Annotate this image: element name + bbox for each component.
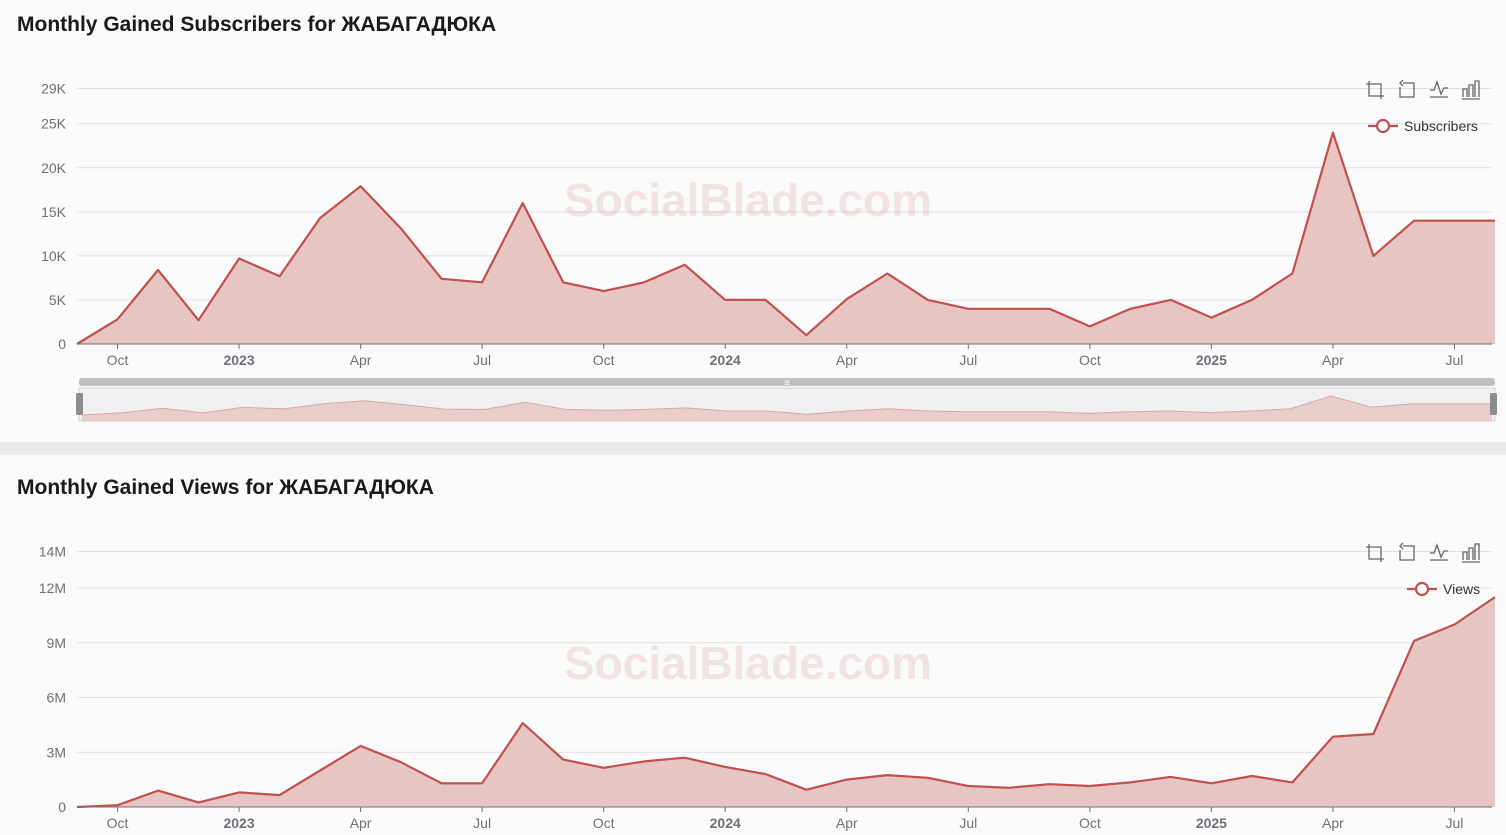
series-line bbox=[76, 131, 1495, 345]
bar-chart-icon[interactable] bbox=[1462, 543, 1480, 563]
slider-preview-line bbox=[81, 395, 1492, 416]
zoom-icon[interactable] bbox=[1366, 81, 1384, 99]
slider-right-handle[interactable] bbox=[1490, 393, 1497, 415]
zoom-reset-icon[interactable] bbox=[1399, 542, 1415, 561]
zoom-icon[interactable] bbox=[1366, 544, 1384, 562]
x-tick-label: Jul bbox=[1446, 815, 1464, 831]
line-chart-icon[interactable] bbox=[1430, 80, 1448, 98]
x-tick-label: Jul bbox=[473, 815, 491, 831]
x-tick-label: 2023 bbox=[223, 815, 254, 831]
y-tick-label: 29K bbox=[41, 81, 67, 97]
chart-toolbox bbox=[1366, 542, 1480, 563]
x-tick-label: Apr bbox=[836, 352, 858, 368]
views-chart-title: Monthly Gained Views for ЖАБАГАДЮКА bbox=[17, 476, 434, 499]
slider-preview-area bbox=[82, 396, 1492, 421]
y-tick-label: 14M bbox=[39, 544, 66, 560]
x-tick-label: Oct bbox=[107, 352, 129, 368]
x-tick-label: Oct bbox=[1079, 352, 1101, 368]
x-tick-label: Apr bbox=[836, 815, 858, 831]
legend-label: Subscribers bbox=[1404, 118, 1478, 134]
legend-item[interactable]: Subscribers bbox=[1368, 118, 1478, 134]
y-tick-label: 20K bbox=[41, 160, 67, 176]
x-tick-label: 2023 bbox=[223, 352, 254, 368]
y-tick-label: 15K bbox=[41, 204, 67, 220]
watermark-text: SocialBlade.com bbox=[564, 637, 932, 689]
y-tick-label: 6M bbox=[47, 690, 66, 706]
y-tick-label: 0 bbox=[58, 799, 66, 815]
x-tick-label: Oct bbox=[107, 815, 129, 831]
series-line bbox=[76, 596, 1496, 809]
x-tick-label: 2024 bbox=[710, 352, 741, 368]
y-tick-label: 0 bbox=[58, 336, 66, 352]
x-tick-label: Apr bbox=[1322, 352, 1344, 368]
series-area bbox=[77, 597, 1495, 807]
y-tick-label: 12M bbox=[39, 580, 66, 596]
x-tick-label: Jul bbox=[473, 352, 491, 368]
chart-toolbox bbox=[1366, 79, 1480, 100]
legend-label: Views bbox=[1443, 581, 1480, 597]
y-tick-label: 5K bbox=[49, 292, 67, 308]
x-tick-label: 2025 bbox=[1196, 352, 1227, 368]
subscribers-chart: 0 5K 10K 15K 20K 25K 29K SocialBlade.com Oct 2023… bbox=[41, 79, 1497, 422]
x-tick-label: Apr bbox=[1322, 815, 1344, 831]
x-tick-label: Oct bbox=[1079, 815, 1101, 831]
series-area bbox=[77, 132, 1495, 344]
x-tick-label: Oct bbox=[593, 815, 615, 831]
y-tick-label: 25K bbox=[41, 116, 67, 132]
zoom-reset-icon[interactable] bbox=[1399, 79, 1415, 98]
slider-move-bar[interactable] bbox=[79, 378, 1495, 386]
legend-item[interactable]: Views bbox=[1407, 581, 1480, 597]
line-chart-icon[interactable] bbox=[1430, 543, 1448, 561]
x-tick-label: Oct bbox=[593, 352, 615, 368]
x-tick-label: 2025 bbox=[1196, 815, 1227, 831]
y-tick-label: 10K bbox=[41, 248, 67, 264]
slider-left-handle[interactable] bbox=[76, 393, 83, 415]
x-tick-label: Jul bbox=[959, 815, 977, 831]
data-zoom-slider[interactable]: ≡ bbox=[76, 378, 1497, 422]
x-tick-label: Jul bbox=[1446, 352, 1464, 368]
x-tick-label: Jul bbox=[959, 352, 977, 368]
subscribers-chart-title: Monthly Gained Subscribers for ЖАБАГАДЮК… bbox=[17, 13, 497, 36]
x-tick-label: Apr bbox=[350, 815, 372, 831]
y-tick-label: 9M bbox=[47, 635, 66, 651]
views-chart: 0 3M 6M 9M 12M 14M SocialBlade.com Oct 2023 Apr Ju… bbox=[39, 542, 1496, 831]
slider-grip-icon: ≡ bbox=[784, 378, 790, 389]
y-tick-label: 3M bbox=[47, 744, 66, 760]
legend-marker-icon bbox=[1414, 581, 1430, 597]
legend-marker-icon bbox=[1375, 118, 1391, 134]
x-tick-label: Apr bbox=[350, 352, 372, 368]
subscribers-chart-panel: Monthly Gained Subscribers for ЖАБАГАДЮК… bbox=[0, 0, 1506, 442]
x-tick-label: 2024 bbox=[710, 815, 741, 831]
views-chart-panel: Monthly Gained Views for ЖАБАГАДЮКА 0 3M 6… bbox=[0, 455, 1506, 835]
watermark-text: SocialBlade.com bbox=[564, 174, 932, 226]
bar-chart-icon[interactable] bbox=[1462, 80, 1480, 100]
